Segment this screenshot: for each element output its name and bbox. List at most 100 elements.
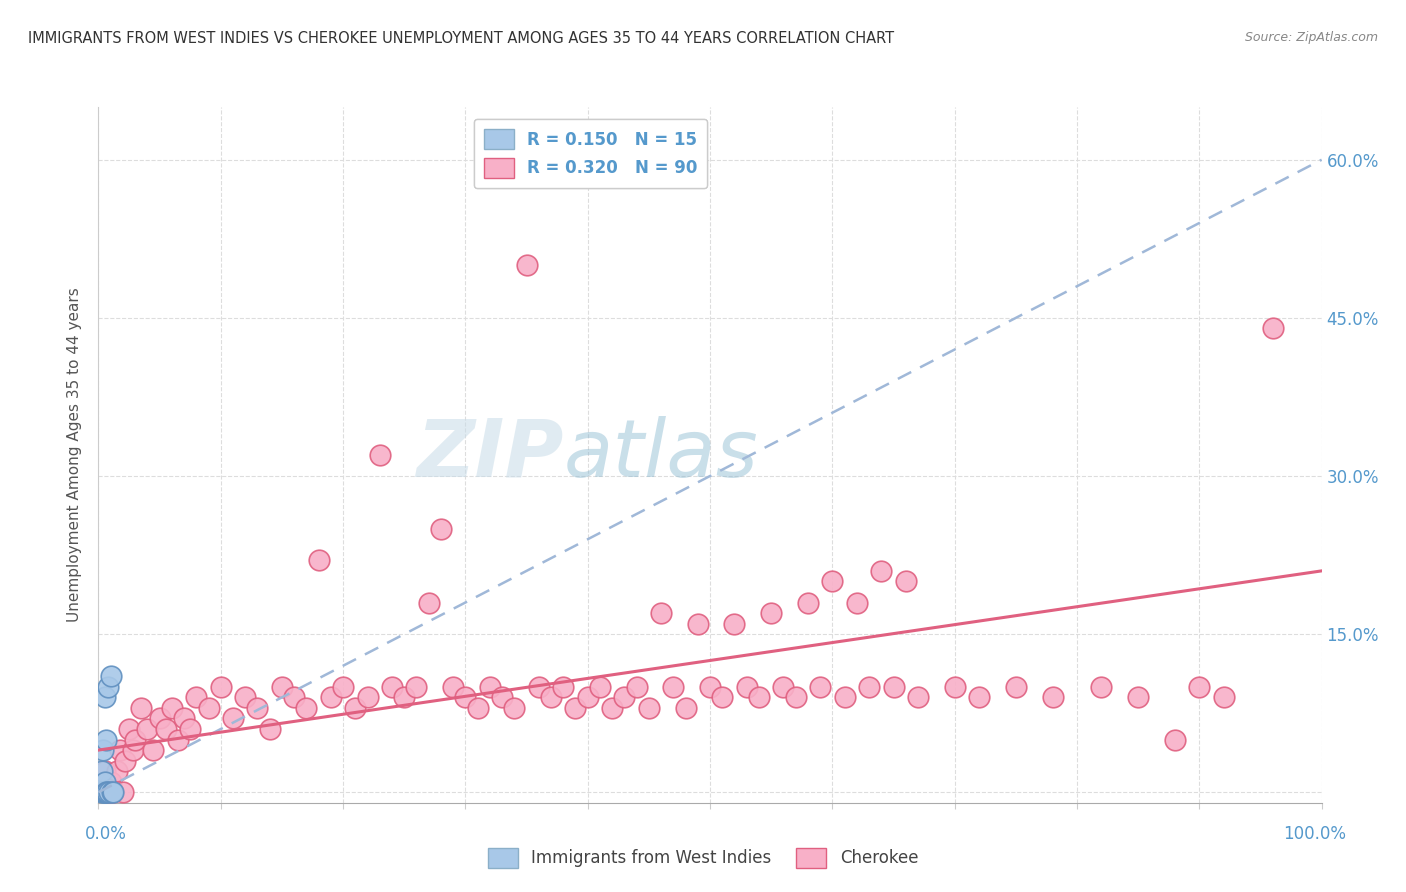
Point [344, 701, 367, 715]
Point [94, 785, 117, 799]
Point [1090, 680, 1112, 694]
Point [845, 595, 868, 609]
Point [662, 680, 685, 694]
Point [711, 690, 734, 705]
Text: 0.0%: 0.0% [84, 825, 127, 843]
Point [381, 680, 404, 694]
Point [797, 595, 820, 609]
Point [748, 690, 770, 705]
Point [1212, 690, 1234, 705]
Point [100, 669, 122, 683]
Legend: R = 0.150   N = 15, R = 0.320   N = 90: R = 0.150 N = 15, R = 0.320 N = 90 [474, 119, 707, 188]
Point [222, 711, 245, 725]
Point [94, 732, 117, 747]
Point [97, 785, 120, 799]
Point [283, 690, 305, 705]
Point [1188, 680, 1211, 694]
Point [564, 701, 586, 715]
Point [1004, 680, 1026, 694]
Point [967, 690, 990, 705]
Point [91, 764, 114, 779]
Point [233, 690, 256, 705]
Point [540, 690, 562, 705]
Point [821, 574, 844, 589]
Point [1042, 690, 1064, 705]
Point [295, 701, 318, 715]
Point [515, 258, 537, 272]
Point [699, 680, 721, 694]
Point [179, 722, 201, 736]
Point [491, 690, 513, 705]
Point [834, 690, 856, 705]
Point [101, 785, 124, 799]
Point [129, 701, 152, 715]
Point [1164, 732, 1187, 747]
Point [418, 595, 440, 609]
Point [124, 732, 146, 747]
Point [197, 701, 219, 715]
Point [101, 785, 124, 799]
Point [1261, 321, 1284, 335]
Point [576, 690, 599, 705]
Point [613, 690, 636, 705]
Point [723, 616, 745, 631]
Point [270, 680, 294, 694]
Text: Source: ZipAtlas.com: Source: ZipAtlas.com [1244, 31, 1378, 45]
Point [308, 553, 330, 567]
Point [142, 743, 165, 757]
Point [91, 785, 114, 799]
Point [368, 448, 391, 462]
Point [173, 711, 195, 725]
Point [91, 785, 114, 799]
Point [118, 722, 141, 736]
Point [894, 574, 917, 589]
Point [430, 522, 453, 536]
Point [626, 680, 648, 694]
Point [93, 690, 115, 705]
Point [1128, 690, 1150, 705]
Point [101, 785, 124, 799]
Point [259, 722, 281, 736]
Point [638, 701, 661, 715]
Point [858, 680, 880, 694]
Point [98, 785, 121, 799]
Point [392, 690, 416, 705]
Point [100, 774, 122, 789]
Point [136, 722, 159, 736]
Text: atlas: atlas [564, 416, 758, 494]
Point [91, 743, 114, 757]
Point [93, 785, 115, 799]
Point [114, 754, 136, 768]
Point [319, 690, 342, 705]
Point [441, 680, 464, 694]
Point [93, 774, 115, 789]
Point [527, 680, 550, 694]
Point [110, 743, 132, 757]
Point [735, 680, 758, 694]
Point [589, 680, 612, 694]
Point [675, 701, 697, 715]
Text: ZIP: ZIP [416, 416, 564, 494]
Point [186, 690, 208, 705]
Point [96, 785, 118, 799]
Point [111, 785, 134, 799]
Point [907, 690, 929, 705]
Point [650, 606, 672, 620]
Point [454, 690, 477, 705]
Point [246, 701, 269, 715]
Point [167, 732, 190, 747]
Point [160, 701, 183, 715]
Point [209, 680, 232, 694]
Point [808, 680, 831, 694]
Point [332, 680, 354, 694]
Point [785, 690, 807, 705]
Point [97, 680, 120, 694]
Point [870, 564, 893, 578]
Y-axis label: Unemployment Among Ages 35 to 44 years: Unemployment Among Ages 35 to 44 years [67, 287, 83, 623]
Point [503, 701, 526, 715]
Point [467, 701, 489, 715]
Legend: Immigrants from West Indies, Cherokee: Immigrants from West Indies, Cherokee [481, 841, 925, 875]
Point [943, 680, 966, 694]
Point [772, 680, 794, 694]
Point [686, 616, 709, 631]
